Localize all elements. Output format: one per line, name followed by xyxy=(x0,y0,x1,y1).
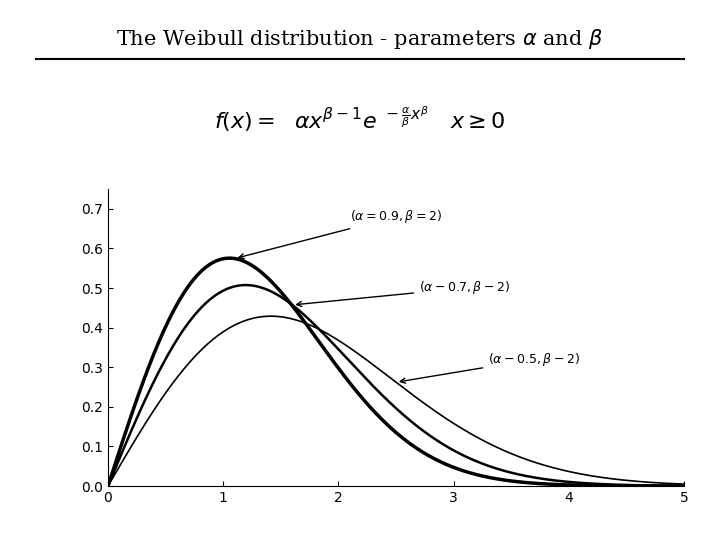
Text: $(\alpha-0.7, \beta-2)$: $(\alpha-0.7, \beta-2)$ xyxy=(297,280,510,307)
Text: $(\alpha=0.9, \beta=2)$: $(\alpha=0.9, \beta=2)$ xyxy=(239,208,442,259)
Text: $f(x) = \ \ \alpha x^{\beta-1} e^{\ -\frac{\alpha}{\beta} x^{\beta}}$$\quad x \g: $f(x) = \ \ \alpha x^{\beta-1} e^{\ -\fr… xyxy=(215,104,505,133)
Text: $(\alpha-0.5, \beta-2)$: $(\alpha-0.5, \beta-2)$ xyxy=(400,351,580,383)
Text: The Weibull distribution - parameters $\alpha$ and $\beta$: The Weibull distribution - parameters $\… xyxy=(117,27,603,51)
